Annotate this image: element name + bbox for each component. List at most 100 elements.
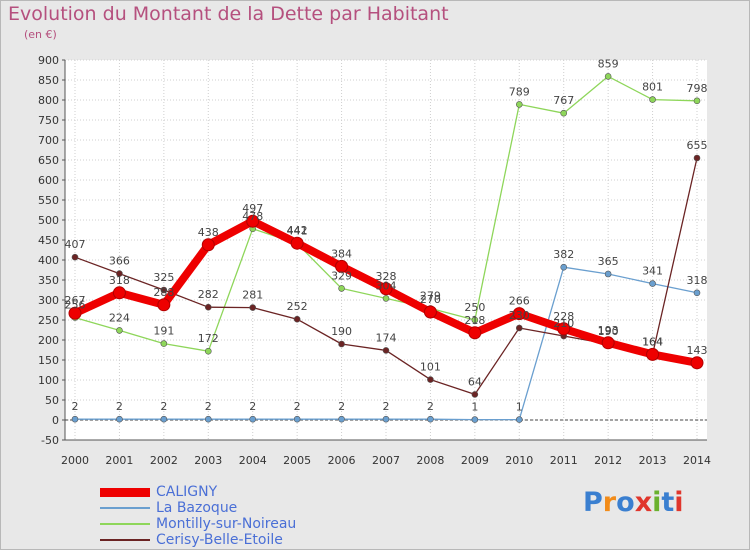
data-point-montilly-sur-noireau [560,109,568,117]
x-tick-label: 2004 [239,454,267,467]
data-point-la-bazoque [293,415,301,423]
data-label-cerisy-belle-etoile: 190 [598,325,619,338]
data-label-caligny: 193 [598,324,619,337]
data-point-montilly-sur-noireau [515,101,523,108]
data-label-cerisy-belle-etoile: 164 [642,335,663,348]
data-point-caligny [157,298,171,312]
x-tick-label: 2003 [194,454,222,467]
legend-label: La Bazoque [156,500,238,516]
data-label-montilly-sur-noireau: 256 [65,299,86,312]
data-label-montilly-sur-noireau: 478 [242,210,263,223]
data-label-la-bazoque: 2 [338,400,345,413]
data-point-cerisy-belle-etoile [116,270,123,277]
data-label-caligny: 143 [687,344,708,357]
data-label-montilly-sur-noireau: 767 [553,94,574,107]
data-label-caligny: 497 [242,202,263,215]
data-point-cerisy-belle-etoile [427,376,434,383]
data-label-cerisy-belle-etoile: 252 [287,300,308,313]
data-point-cerisy-belle-etoile [293,315,301,323]
data-point-la-bazoque [204,415,212,423]
data-point-caligny [557,322,571,336]
data-label-la-bazoque: 2 [205,400,212,413]
y-tick-label: 700 [38,134,59,147]
y-tick-label: 900 [38,54,59,67]
data-point-caligny [512,307,526,321]
data-label-montilly-sur-noireau: 798 [687,82,708,95]
data-point-caligny [646,347,660,361]
data-point-cerisy-belle-etoile [204,303,212,311]
y-tick-label: 400 [38,254,59,267]
y-tick-label: 450 [38,234,59,247]
legend-item-la-bazoque: La Bazoque [100,500,296,516]
data-label-cerisy-belle-etoile: 366 [109,255,130,268]
data-point-la-bazoque [338,415,345,423]
legend-swatch [100,523,150,525]
y-tick-label: -50 [41,434,59,447]
data-label-montilly-sur-noireau: 789 [509,85,530,98]
x-tick-label: 2005 [283,454,311,467]
data-point-la-bazoque [604,270,612,278]
data-label-cerisy-belle-etoile: 210 [553,317,574,330]
y-tick-label: 100 [38,374,59,387]
data-point-caligny [601,336,615,350]
legend-swatch [100,539,150,541]
data-point-montilly-sur-noireau [693,97,701,105]
data-point-montilly-sur-noireau [338,285,345,292]
y-tick-label: 350 [38,274,59,287]
data-point-caligny [423,305,437,319]
data-point-caligny [201,238,215,252]
y-tick-label: 200 [38,334,59,347]
data-point-la-bazoque [382,415,390,423]
y-tick-label: 250 [38,314,59,327]
data-label-montilly-sur-noireau: 329 [331,269,352,282]
data-label-caligny: 328 [376,270,397,283]
data-point-la-bazoque [649,280,656,287]
data-label-montilly-sur-noireau: 304 [376,279,397,292]
data-label-caligny: 228 [553,310,574,323]
data-label-caligny: 164 [642,335,663,348]
x-tick-label: 2011 [550,454,578,467]
data-label-caligny: 270 [420,293,441,306]
data-point-la-bazoque [427,415,434,423]
data-label-la-bazoque: 1 [471,401,478,414]
data-point-cerisy-belle-etoile [693,154,701,162]
data-point-cerisy-belle-etoile [515,324,523,332]
data-point-la-bazoque [471,416,479,423]
line-chart: -50 0 50 100 150 200 250 300 350 400 450 500 550 600 6… [38,54,711,467]
data-label-caligny: 384 [331,247,352,260]
data-label-la-bazoque: 2 [160,400,167,413]
data-point-caligny [112,286,126,300]
y-tick-label: 500 [38,214,59,227]
data-label-caligny: 266 [509,295,530,308]
data-label-montilly-sur-noireau: 250 [464,301,485,314]
data-label-caligny: 318 [109,274,130,287]
data-label-cerisy-belle-etoile: 64 [468,375,482,388]
data-point-montilly-sur-noireau [160,340,168,347]
data-label-la-bazoque: 341 [642,265,663,278]
data-point-caligny [290,236,304,250]
data-label-montilly-sur-noireau: 172 [198,332,219,345]
data-label-montilly-sur-noireau: 859 [598,57,619,70]
data-point-la-bazoque [116,415,123,423]
data-point-montilly-sur-noireau [649,96,656,103]
data-point-caligny [379,282,393,296]
data-label-cerisy-belle-etoile: 101 [420,361,441,374]
chart-legend: CALIGNY La Bazoque Montilly-sur-Noireau Cer… [100,484,296,548]
data-point-caligny [68,306,82,320]
data-label-cerisy-belle-etoile: 281 [242,289,263,302]
y-tick-label: 0 [52,414,59,427]
data-point-montilly-sur-noireau [604,73,612,80]
legend-item-caligny: CALIGNY [100,484,296,500]
data-point-caligny [246,214,260,228]
y-tick-label: 550 [38,194,59,207]
y-tick-label: 50 [45,394,59,407]
data-label-caligny: 267 [65,294,86,307]
y-tick-label: 650 [38,154,59,167]
x-tick-label: 2013 [639,454,667,467]
x-tick-label: 2001 [105,454,133,467]
data-label-montilly-sur-noireau: 224 [109,311,130,324]
data-label-cerisy-belle-etoile: 407 [65,238,86,251]
y-tick-label: 850 [38,74,59,87]
data-label-montilly-sur-noireau: 279 [420,289,441,302]
data-label-la-bazoque: 2 [427,400,434,413]
